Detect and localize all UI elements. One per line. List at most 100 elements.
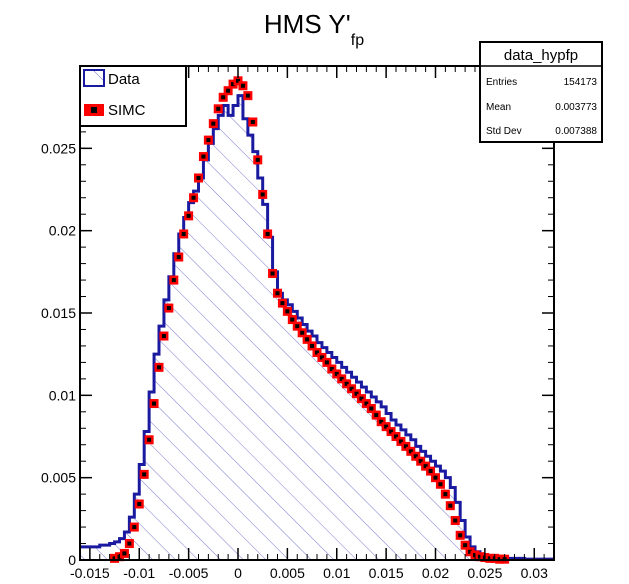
simc-point [361, 399, 371, 409]
title-subscript-text: fp [351, 32, 364, 49]
simc-point [416, 456, 426, 466]
simc-point [233, 76, 243, 86]
simc-point [391, 432, 401, 441]
simc-point [129, 522, 139, 532]
simc-point [455, 530, 465, 540]
simc-point [307, 341, 317, 351]
y-tick-label: 0.02 [49, 223, 76, 239]
simc-point [475, 552, 485, 562]
simc-point [322, 357, 332, 367]
simc-point [253, 155, 263, 165]
simc-point [208, 119, 218, 129]
simc-point [194, 173, 203, 183]
title-main-text: HMS Y' [264, 9, 351, 39]
stats-box: data_hypfp Entries 154173 Mean 0.003773 … [479, 41, 603, 143]
simc-point [263, 229, 273, 239]
legend: Data SIMC [79, 65, 187, 127]
x-tick-label: 0.005 [270, 565, 305, 581]
simc-point [431, 473, 440, 483]
x-tick-label: -0.01 [123, 565, 155, 581]
simc-point [356, 394, 366, 404]
stats-mean-value: 0.003773 [555, 102, 597, 113]
legend-simc-marker [91, 107, 97, 113]
simc-point [169, 275, 179, 285]
simc-point [228, 79, 238, 89]
simc-point [386, 427, 396, 437]
simc-point [154, 362, 164, 372]
simc-point [327, 364, 337, 374]
legend-simc-label: SIMC [108, 102, 146, 119]
simc-point [421, 461, 431, 471]
legend-data-swatch [83, 69, 105, 87]
stats-stddev-value: 0.007388 [555, 126, 597, 137]
simc-point [292, 321, 302, 331]
simc-point [144, 435, 154, 445]
simc-point [445, 501, 455, 511]
stats-entries-label: Entries [486, 77, 517, 88]
simc-point [440, 489, 450, 499]
simc-point [342, 379, 352, 389]
simc-point [312, 348, 322, 358]
y-tick-label: 0 [68, 552, 76, 568]
simc-point [485, 553, 495, 563]
chart-title: HMS Y'fp [264, 9, 364, 49]
legend-data-label: Data [108, 71, 140, 88]
simc-point [450, 515, 460, 525]
y-tick-label: 0.025 [41, 140, 76, 156]
simc-point [287, 315, 297, 325]
y-tick-label: 0.005 [41, 470, 76, 486]
svg-text:HMS Y'fp: HMS Y'fp [264, 9, 364, 49]
simc-point [124, 539, 134, 549]
simc-point [376, 417, 386, 427]
simc-point [371, 410, 381, 420]
simc-point [396, 436, 406, 446]
simc-point [238, 81, 248, 91]
simc-point [273, 288, 282, 298]
simc-point [465, 547, 475, 557]
data-histogram-fill [80, 95, 554, 560]
simc-point [282, 306, 292, 316]
simc-point [149, 399, 159, 409]
simc-point [347, 384, 357, 394]
simc-point [184, 211, 194, 221]
simc-point [406, 446, 416, 456]
stats-box-title: data_hypfp [504, 47, 578, 64]
y-tick-label: 0.015 [41, 305, 76, 321]
simc-point [223, 86, 233, 96]
simc-point [381, 422, 391, 432]
simc-point [243, 91, 253, 101]
simc-point [213, 104, 223, 114]
simc-point [426, 466, 436, 476]
simc-point [317, 352, 327, 362]
simc-point [352, 389, 361, 399]
simc-point [174, 252, 184, 262]
simc-point [258, 189, 268, 199]
simc-point [110, 553, 120, 563]
x-tick-label: 0.02 [422, 565, 449, 581]
simc-point [248, 117, 258, 127]
stats-box-frame [479, 41, 603, 143]
simc-point [159, 331, 169, 341]
x-tick-label: 0.025 [467, 565, 502, 581]
simc-point [139, 469, 149, 479]
stats-entries-value: 154173 [564, 77, 598, 88]
simc-point [119, 548, 129, 558]
simc-point [198, 152, 208, 162]
x-tick-label: 0.015 [369, 565, 404, 581]
simc-point [277, 298, 287, 308]
simc-point [297, 328, 307, 338]
simc-point [332, 369, 342, 379]
x-tick-label: -0.005 [169, 565, 209, 581]
simc-point [366, 404, 376, 414]
simc-point [268, 268, 278, 278]
x-tick-label: 0.01 [323, 565, 350, 581]
x-tick-label: -0.015 [70, 565, 110, 581]
simc-point [460, 540, 470, 550]
x-tick-label: 0.03 [521, 565, 548, 581]
data-histogram-line [80, 94, 554, 561]
simc-point [401, 441, 411, 451]
x-tick-label: 0 [234, 565, 242, 581]
stats-stddev-label: Std Dev [486, 126, 522, 137]
simc-point [411, 451, 421, 461]
